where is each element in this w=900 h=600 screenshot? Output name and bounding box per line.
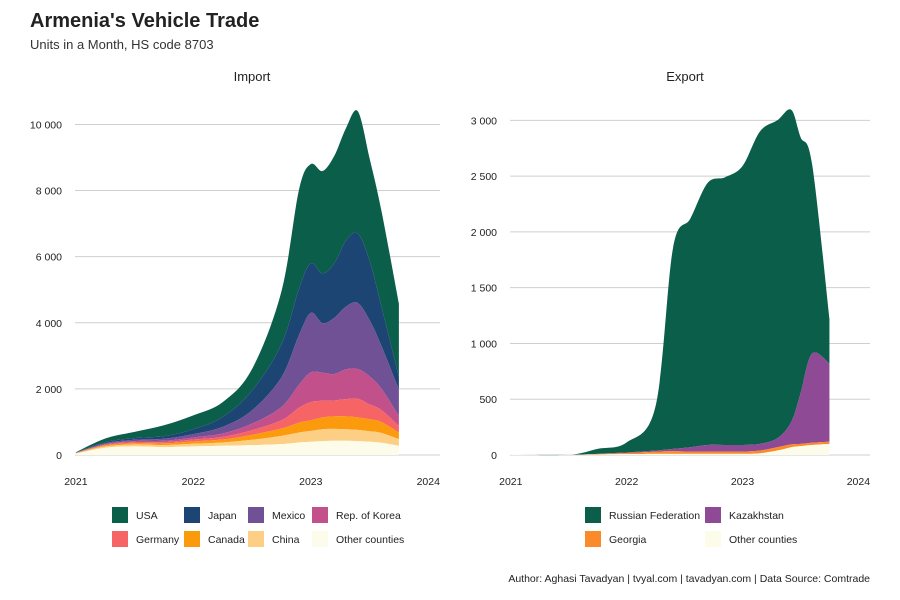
- import-panel: Import 0 2 000 4 000 6 000 8 000 10 000 2021 202…: [30, 69, 440, 547]
- export-legend-swatch: [705, 507, 721, 523]
- import-legend-swatch: [312, 531, 328, 547]
- import-y-tick-label: 8 000: [36, 186, 62, 198]
- import-y-tick-label: 10 000: [30, 119, 62, 131]
- import-legend-item-japan: Japan: [184, 507, 237, 523]
- import-legend-label: Germany: [136, 534, 180, 546]
- import-area-germany: [75, 398, 399, 454]
- import-legend-item-other-counties: Other counties: [312, 531, 404, 547]
- import-area-usa: [75, 110, 399, 453]
- chart-caption: Author: Aghasi Tavadyan | tvyal.com | ta…: [508, 573, 870, 585]
- export-legend-label: Kazakhstan: [729, 510, 784, 522]
- import-area-other-counties: [75, 440, 399, 455]
- export-legend-label: Georgia: [609, 534, 647, 546]
- export-panel-title: Export: [666, 69, 704, 84]
- import-area-japan: [75, 232, 399, 453]
- import-legend-label: USA: [136, 510, 158, 522]
- export-y-tick-label: 2 500: [471, 171, 497, 183]
- import-legend-swatch: [248, 507, 264, 523]
- export-x-tick-label: 2021: [499, 476, 523, 488]
- import-legend-label: Canada: [208, 534, 245, 546]
- export-legend-swatch: [585, 531, 601, 547]
- export-legend-item-georgia: Georgia: [585, 531, 647, 547]
- chart-title: Armenia's Vehicle Trade: [30, 10, 260, 32]
- import-legend-item-rep-of-korea: Rep. of Korea: [312, 507, 401, 523]
- export-area-georgia: [510, 441, 830, 455]
- import-legend-label: Other counties: [336, 534, 404, 546]
- import-legend-label: Mexico: [272, 510, 305, 522]
- export-y-tick-label: 0: [491, 450, 497, 462]
- import-legend-item-germany: Germany: [112, 531, 180, 547]
- chart-subtitle: Units in a Month, HS code 8703: [30, 37, 214, 52]
- import-legend-item-canada: Canada: [184, 531, 245, 547]
- import-x-tick-label: 2023: [299, 476, 323, 488]
- import-legend-label: Japan: [208, 510, 237, 522]
- export-legend-swatch: [585, 507, 601, 523]
- export-area-other-counties: [510, 443, 830, 455]
- export-panel: Export 0 500 1 000 1 500 2 000 2 500 3 000 2021 2…: [471, 69, 871, 547]
- import-legend-swatch: [184, 507, 200, 523]
- import-y-tick-label: 4 000: [36, 318, 62, 330]
- export-legend: Russian Federation Kazakhstan Georgia Other…: [585, 507, 797, 547]
- import-y-tick-label: 2 000: [36, 384, 62, 396]
- import-legend-label: Rep. of Korea: [336, 510, 401, 522]
- import-legend-swatch: [248, 531, 264, 547]
- export-y-tick-label: 2 000: [471, 227, 497, 239]
- export-legend-label: Russian Federation: [609, 510, 700, 522]
- import-legend-label: China: [272, 534, 300, 546]
- export-x-tick-label: 2022: [615, 476, 639, 488]
- import-legend-swatch: [184, 531, 200, 547]
- import-legend-item-china: China: [248, 531, 300, 547]
- export-y-tick-label: 500: [479, 394, 497, 406]
- import-area-canada: [75, 416, 399, 454]
- export-legend-item-other-counties: Other counties: [705, 531, 797, 547]
- import-legend-swatch: [112, 531, 128, 547]
- import-legend-swatch: [112, 507, 128, 523]
- export-y-tick-label: 1 500: [471, 283, 497, 295]
- import-area-china: [75, 428, 399, 454]
- export-legend-label: Other counties: [729, 534, 797, 546]
- import-y-tick-label: 0: [56, 450, 62, 462]
- export-legend-item-russian-federation: Russian Federation: [585, 507, 700, 523]
- export-x-tick-label: 2023: [731, 476, 755, 488]
- import-area-mexico: [75, 302, 399, 453]
- import-legend-item-mexico: Mexico: [248, 507, 305, 523]
- export-y-tick-label: 1 000: [471, 338, 497, 350]
- import-area-rep-of-korea: [75, 368, 399, 454]
- import-legend: USA Japan Mexico Rep. of Korea Germany Canada…: [112, 507, 404, 547]
- import-x-tick-label: 2021: [64, 476, 88, 488]
- export-y-tick-label: 3 000: [471, 115, 497, 127]
- import-x-tick-label: 2022: [182, 476, 206, 488]
- export-legend-swatch: [705, 531, 721, 547]
- import-y-tick-label: 6 000: [36, 252, 62, 264]
- export-legend-item-kazakhstan: Kazakhstan: [705, 507, 784, 523]
- import-legend-item-usa: USA: [112, 507, 158, 523]
- export-area-russian-federation: [510, 109, 830, 456]
- import-x-tick-label: 2024: [417, 476, 441, 488]
- import-panel-title: Import: [234, 69, 271, 84]
- export-x-tick-label: 2024: [847, 476, 871, 488]
- import-legend-swatch: [312, 507, 328, 523]
